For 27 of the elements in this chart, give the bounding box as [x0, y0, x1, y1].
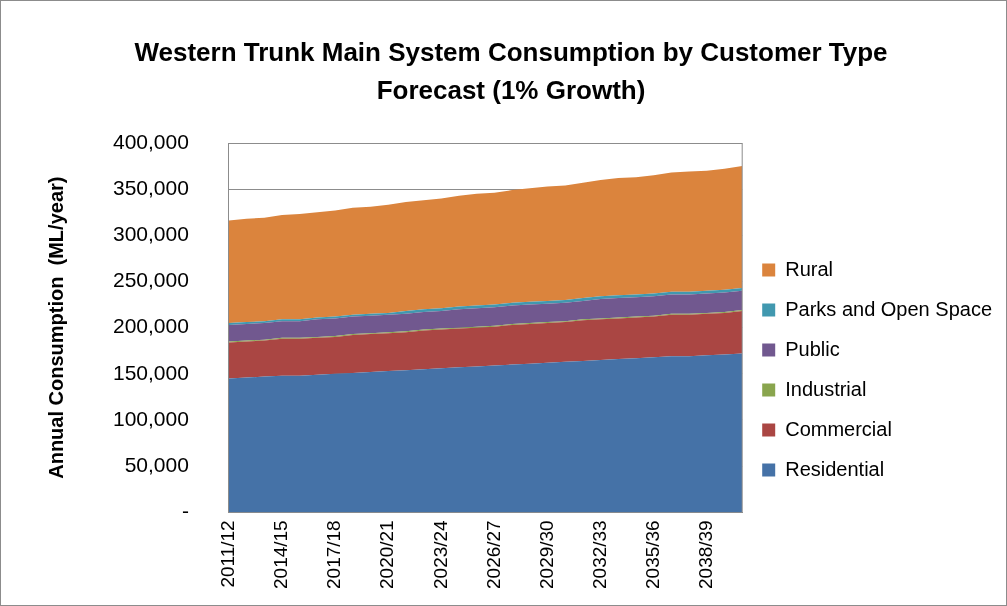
y-tick-label: 400,000	[112, 129, 189, 153]
x-tick-label: 2014/15	[270, 520, 292, 590]
x-tick-label: 2032/33	[588, 520, 610, 590]
y-tick-label: 300,000	[112, 222, 189, 246]
x-tick-label: 2026/27	[482, 520, 504, 590]
y-tick-label: 350,000	[112, 175, 189, 199]
legend-label: Industrial	[785, 377, 867, 400]
y-tick-label: 50,000	[124, 452, 189, 476]
legend-label: Residential	[785, 457, 885, 480]
y-tick-label: 100,000	[112, 406, 189, 430]
x-tick-label: 2029/30	[535, 520, 557, 590]
y-axis-title: Annual Consumption (ML/year)	[44, 176, 67, 479]
x-tick-label: 2020/21	[376, 520, 398, 590]
x-tick-label: 2023/24	[429, 519, 451, 590]
legend-label: Parks and Open Space	[785, 297, 992, 320]
y-tick-label: -	[181, 499, 189, 523]
x-tick-label: 2035/36	[641, 520, 663, 590]
legend-label: Public	[785, 337, 840, 360]
x-tick-label: 2011/12	[217, 520, 239, 588]
y-tick-label: 250,000	[112, 268, 189, 292]
chart-title: Western Trunk Main System Consumption by Customer Type Forecast (1% Growth)	[133, 36, 889, 107]
x-tick-label: 2038/39	[695, 520, 717, 590]
legend-label: Rural	[785, 257, 833, 280]
y-tick-label: 150,000	[112, 360, 189, 384]
y-tick-label: 200,000	[112, 314, 189, 338]
legend-label: Commercial	[785, 417, 892, 440]
x-tick-label: 2017/18	[323, 520, 345, 590]
